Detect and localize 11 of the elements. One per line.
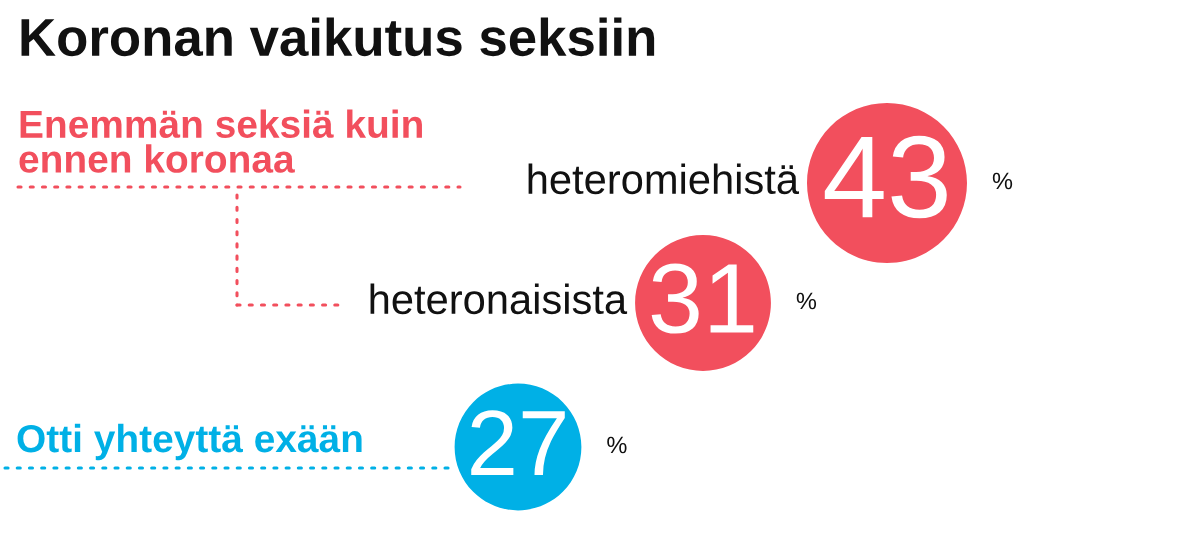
text: %: [796, 292, 817, 310]
category-label: heteronaisista: [370, 283, 628, 315]
category-label: Otti yhteyttä exään: [17, 423, 362, 461]
data-label: 31: [651, 263, 754, 334]
text: %: [607, 436, 627, 454]
category-label: heteromiehistä: [528, 163, 800, 195]
data-label: 43: [824, 135, 947, 219]
text: Enemmän seksiä kuin ennen koronaa: [19, 109, 422, 173]
text: Koronan vaikutus seksiin: [21, 17, 655, 57]
data-label: 27: [471, 410, 565, 475]
text: %: [992, 172, 1013, 190]
